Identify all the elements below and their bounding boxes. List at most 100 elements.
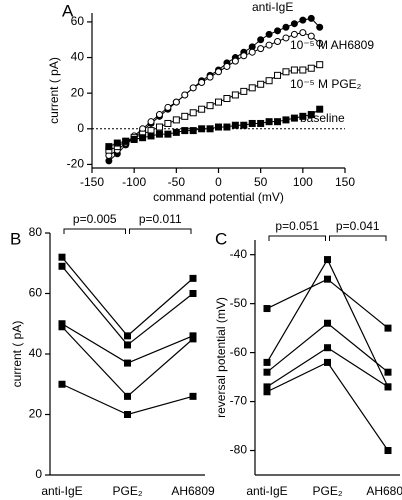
data-point: [181, 127, 189, 135]
data-point: [307, 32, 315, 40]
series-label: 10⁻⁵ M PGE₂: [290, 77, 362, 91]
data-point: [282, 34, 290, 42]
data-point: [215, 98, 222, 106]
data-point: [307, 14, 315, 22]
data-point: [189, 84, 197, 92]
data-point: [265, 77, 273, 85]
data-point: [282, 116, 290, 124]
data-point: [58, 323, 66, 331]
x-tick-label: 50: [254, 175, 268, 189]
data-point: [248, 48, 256, 56]
y-tick-label: 0: [35, 467, 42, 481]
data-point: [290, 20, 298, 28]
data-point: [384, 324, 392, 332]
data-point: [130, 135, 138, 143]
data-point: [307, 111, 315, 119]
data-point: [384, 368, 392, 376]
data-point: [139, 134, 147, 142]
y-tick-label: 60: [71, 14, 85, 28]
x-tick-label: anti-IgE: [246, 484, 287, 498]
data-point: [263, 305, 271, 313]
data-point: [181, 91, 189, 99]
data-point: [257, 119, 265, 127]
data-point: [274, 118, 282, 126]
data-point: [316, 61, 324, 69]
data-point: [240, 52, 248, 60]
p-value: p=0.051: [275, 219, 319, 233]
data-point: [299, 112, 307, 120]
data-point: [189, 392, 197, 400]
data-point: [257, 80, 265, 88]
data-point: [172, 98, 180, 106]
panel-label: B: [10, 229, 21, 248]
data-point: [384, 383, 392, 391]
y-tick-label: -70: [230, 394, 248, 408]
data-point: [189, 109, 197, 117]
data-point: [263, 358, 271, 366]
y-tick-label: -80: [230, 443, 248, 457]
data-point: [263, 368, 271, 376]
panel-label: A: [62, 1, 74, 20]
data-point: [274, 38, 282, 46]
x-tick-label: AH6809: [171, 484, 215, 498]
data-point: [316, 105, 324, 113]
data-point: [147, 118, 155, 126]
data-point: [172, 116, 180, 124]
data-point: [189, 274, 197, 282]
data-point: [198, 78, 206, 86]
data-point: [282, 23, 290, 31]
y-tick-label: 20: [29, 407, 43, 421]
y-tick-label: -60: [230, 345, 248, 359]
data-point: [290, 30, 298, 38]
data-point: [299, 66, 307, 74]
data-point: [240, 87, 248, 95]
y-axis-label: current ( pA): [47, 57, 61, 124]
y-tick-label: -40: [230, 247, 248, 261]
data-point: [324, 256, 331, 264]
y-tick-label: 20: [71, 85, 85, 99]
data-point: [263, 388, 271, 396]
data-point: [223, 62, 231, 70]
data-point: [189, 127, 197, 135]
data-point: [58, 253, 66, 261]
data-point: [124, 341, 131, 349]
data-point: [257, 36, 265, 44]
data-point: [189, 335, 197, 343]
bracket: [63, 228, 126, 234]
data-point: [122, 137, 130, 145]
x-tick-label: PGE₂: [113, 484, 143, 498]
data-point: [58, 380, 66, 388]
y-tick-label: 80: [29, 225, 43, 239]
data-point: [307, 64, 315, 72]
p-value: p=0.041: [336, 219, 380, 233]
x-axis-label: command potential (mV): [153, 190, 284, 204]
data-point: [198, 125, 206, 133]
y-tick-label: -20: [67, 157, 85, 171]
data-point: [274, 71, 282, 79]
data-point: [324, 319, 331, 327]
data-point: [124, 411, 131, 418]
y-axis-label: reversal potential (mV): [214, 297, 228, 418]
data-point: [316, 23, 324, 31]
data-point: [113, 139, 121, 147]
data-point: [384, 447, 392, 455]
x-tick-label: -50: [168, 175, 186, 189]
series-label: baseline: [300, 111, 345, 125]
data-point: [124, 359, 131, 367]
data-point: [299, 16, 307, 24]
data-point: [248, 119, 256, 127]
data-point: [265, 41, 273, 49]
data-point: [290, 114, 298, 122]
series-line: [61, 256, 194, 337]
data-point: [223, 95, 231, 103]
p-value: p=0.011: [139, 212, 182, 226]
series-line: [266, 346, 389, 388]
data-point: [147, 132, 155, 140]
data-point: [58, 262, 66, 270]
data-point: [206, 102, 214, 110]
data-point: [155, 130, 163, 138]
y-tick-label: 40: [29, 346, 43, 360]
y-tick-label: -50: [230, 296, 248, 310]
data-point: [324, 344, 331, 352]
data-point: [231, 91, 239, 99]
